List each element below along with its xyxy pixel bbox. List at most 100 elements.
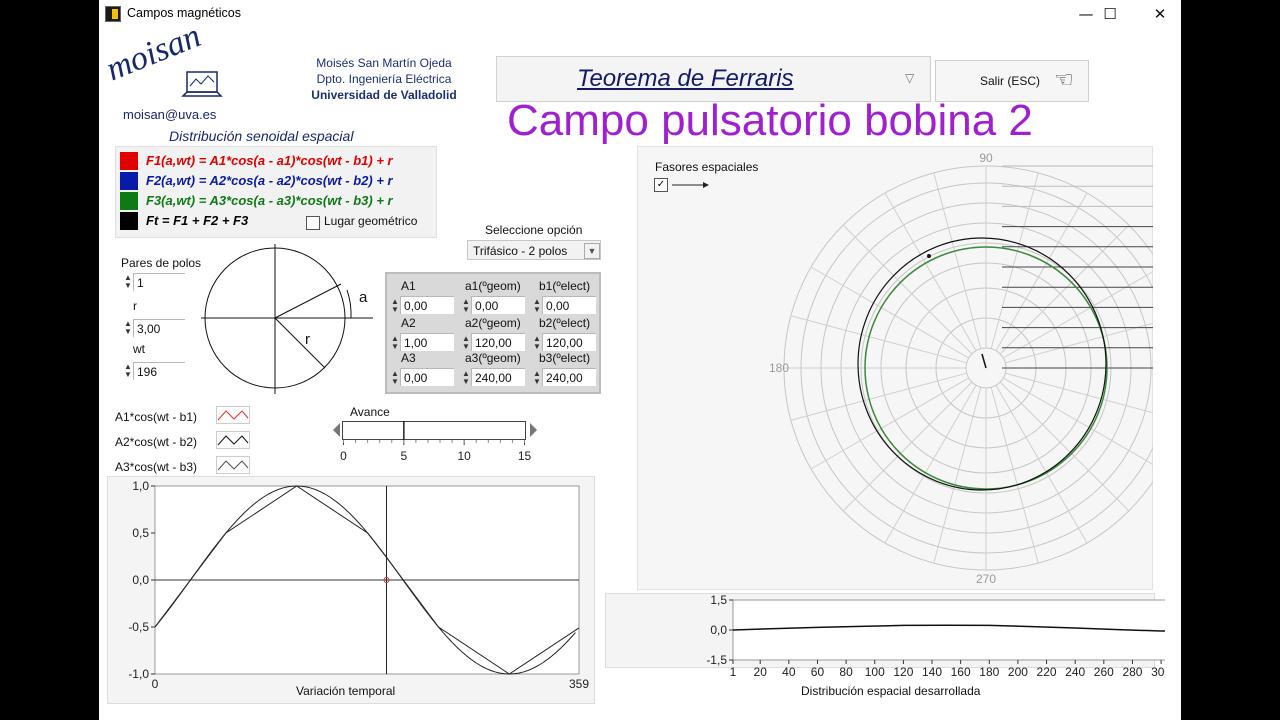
wt-stepper[interactable]: ▲ ▼ (124, 362, 132, 379)
a2-angle-stepper[interactable]: ▲ ▼ (462, 334, 470, 351)
time-curve-segment (428, 614, 435, 622)
a2-amplitude-stepper[interactable]: ▲ ▼ (391, 334, 399, 351)
option-select[interactable]: Trifásico - 2 polos ▼ (467, 240, 601, 260)
b2-angle-input[interactable]: 120,00 (542, 333, 596, 351)
a3-angle-stepper[interactable]: ▲ ▼ (462, 369, 470, 386)
close-button[interactable]: ✕ (1153, 5, 1167, 23)
a2-amplitude-input[interactable]: 1,00 (400, 333, 454, 351)
b1-angle-input[interactable]: 0,00 (542, 296, 596, 314)
time-curve-segment (357, 521, 364, 528)
time-curve-segment (197, 563, 203, 571)
a2-amplitude-label: A2 (401, 316, 416, 330)
a3-amplitude-input[interactable]: 0,00 (400, 368, 454, 386)
polar-angle-label: 90 (979, 151, 993, 165)
time-curve-segment (409, 589, 416, 597)
plot-legend-a1: A1*cos(wt - b1) (115, 410, 198, 424)
exit-button[interactable]: Salir (ESC) ☜ (935, 60, 1089, 102)
space-y-tick-label: 0,0 (710, 623, 727, 637)
time-curve-segment (537, 662, 543, 667)
time-curve-segment (230, 521, 236, 528)
b1-angle-label: b1(ºelect) (539, 279, 591, 293)
polar-spoke (933, 172, 982, 349)
b2-angle-label: b2(ºelect) (539, 316, 591, 330)
a1-amplitude-input[interactable]: 0,00 (400, 296, 454, 314)
locus-checkbox[interactable] (306, 216, 320, 230)
time-curve-segment (159, 614, 165, 622)
ft-formula: Ft = F1 + F2 + F3 (146, 213, 249, 228)
a2-angle-input[interactable]: 120,00 (471, 333, 525, 351)
b1-angle-stepper[interactable]: ▲ ▼ (533, 297, 541, 314)
time-curve-segment (546, 655, 553, 661)
time-cursor-marker (383, 577, 390, 583)
app-window: Campos magnéticos — ☐ ✕ moisan moisan@uv… (99, 0, 1181, 720)
experiment-selector-value: Teorema de Ferraris (577, 65, 794, 92)
time-curve-segment (457, 647, 463, 653)
space-x-tick-label: 200 (1008, 665, 1028, 679)
plot-legend-a3-swatch[interactable] (216, 456, 250, 474)
f1-formula: F1(a,wt) = A1*cos(a - a1)*cos(wt - b1) +… (146, 153, 393, 168)
minimize-button[interactable]: — (1078, 5, 1094, 23)
time-y-tick-label: 0,0 (132, 573, 149, 587)
time-curve-segment (244, 507, 250, 513)
space-x-tick-label: 1 (730, 665, 737, 679)
university-name: Universidad de Valladolid (311, 88, 457, 102)
phasor-checkbox[interactable]: ✓ (654, 178, 668, 192)
time-curve-segment (178, 589, 184, 597)
b3-angle-stepper[interactable]: ▲ ▼ (533, 369, 541, 386)
time-curve-segment (192, 569, 198, 578)
wt-input[interactable]: 196 (133, 362, 185, 380)
a1-amplitude-stepper[interactable]: ▲ ▼ (391, 297, 399, 314)
maximize-button[interactable]: ☐ (1103, 5, 1117, 23)
time-curve-segment (225, 527, 231, 534)
time-curve-segment (310, 487, 316, 491)
phasor-arrow-icon (672, 182, 709, 188)
plot-legend-a1-swatch[interactable] (216, 406, 250, 424)
time-curve-segment (513, 672, 519, 675)
slider-tick-label: 0 (340, 449, 347, 463)
time-curve-segment (495, 671, 500, 674)
f3-formula: F3(a,wt) = A3*cos(a - a3)*cos(wt - b3) +… (146, 193, 393, 208)
time-curve-segment (490, 669, 496, 673)
pole-pairs-label: Pares de polos (121, 256, 202, 270)
time-curve-segment (249, 503, 255, 509)
time-curve-segment (282, 486, 288, 489)
r-input[interactable]: 3,00 (133, 319, 185, 337)
pole-pairs-input[interactable]: 1 (133, 273, 185, 291)
time-curve-segment (315, 489, 321, 493)
time-curve-segment (324, 493, 331, 498)
polar-spoke (999, 381, 1130, 512)
b3-angle-input[interactable]: 240,00 (542, 368, 596, 386)
plot-legend-a2-swatch[interactable] (216, 431, 250, 449)
time-curve-segment (362, 527, 368, 534)
time-curve-segment (272, 489, 279, 493)
a1-angle-input[interactable]: 0,00 (471, 296, 525, 314)
a3-amplitude-stepper[interactable]: ▲ ▼ (391, 369, 399, 386)
time-curve-segment (253, 499, 260, 505)
time-x-max-label: 359 (569, 677, 589, 691)
pole-pairs-stepper[interactable]: ▲ ▼ (124, 273, 132, 290)
polar-spoke (810, 377, 969, 470)
a3-angle-label: a3(ºgeom) (465, 351, 521, 365)
time-curve-segment (386, 556, 392, 564)
slider-label: Avance (350, 405, 390, 419)
a3-angle-input[interactable]: 240,00 (471, 368, 525, 386)
overlay-title: Campo pulsatorio bobina 2 (507, 96, 1033, 145)
time-curve-segment (433, 620, 439, 628)
advance-slider[interactable]: 0 5 10 15 (333, 418, 539, 466)
space-x-tick-label: 80 (839, 665, 853, 679)
time-curve-segment (565, 637, 572, 644)
wt-label: wt (133, 342, 145, 356)
time-curve-segment (523, 669, 529, 673)
time-curve-segment (306, 486, 312, 489)
space-x-tick-label: 100 (865, 665, 885, 679)
time-curve-segment (263, 493, 269, 498)
a1-angle-stepper[interactable]: ▲ ▼ (462, 297, 470, 314)
time-curve-segment (343, 507, 350, 513)
experiment-selector[interactable]: Teorema de Ferraris ▽ (496, 56, 931, 102)
a1-amplitude-label: A1 (401, 279, 416, 293)
time-curve-segment (452, 642, 458, 648)
time-curve-segment (556, 647, 562, 653)
locus-label: Lugar geométrico (324, 214, 418, 228)
r-stepper[interactable]: ▲ ▼ (124, 319, 132, 336)
b2-angle-stepper[interactable]: ▲ ▼ (533, 334, 541, 351)
